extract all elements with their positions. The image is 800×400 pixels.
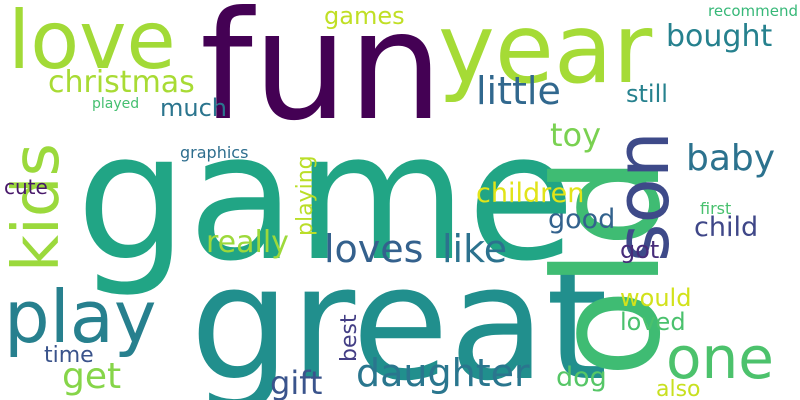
word-kids: kids [0, 143, 74, 272]
word-also: also [656, 377, 701, 400]
word-great: great [190, 232, 608, 400]
word-loves: loves [324, 227, 423, 271]
word-little: little [476, 69, 561, 113]
word-much: much [160, 94, 227, 122]
word-baby: baby [686, 138, 775, 179]
word-play: play [4, 275, 156, 359]
word-loved: loved [620, 308, 686, 336]
word-child: child [694, 212, 758, 243]
word-cute: cute [4, 175, 48, 199]
word-still: still [626, 80, 668, 108]
word-first: first [700, 199, 731, 218]
word-christmas: christmas [48, 65, 195, 100]
word-children: children [476, 178, 584, 209]
word-would: would [620, 284, 691, 312]
word-best: best [337, 314, 362, 362]
word-bought: bought [666, 19, 772, 54]
word-gift: gift [270, 364, 322, 400]
word-time: time [44, 343, 94, 368]
word-son: son [600, 131, 686, 262]
word-game: game [76, 95, 575, 300]
word-really: really [206, 225, 289, 260]
word-graphics: graphics [180, 143, 248, 162]
word-dog: dog [556, 362, 607, 393]
word-old: old [523, 155, 693, 378]
word-love: love [8, 0, 176, 87]
word-toy: toy [550, 116, 601, 154]
word-one: one [666, 324, 774, 392]
word-fun: fun [200, 0, 443, 154]
word-got: got [620, 236, 659, 264]
word-playing: playing [293, 155, 318, 236]
word-played: played [92, 96, 139, 112]
word-recommend: recommend [708, 2, 798, 20]
word-games: games [324, 2, 405, 30]
word-daughter: daughter [356, 351, 530, 395]
word-get: get [62, 356, 121, 397]
word-like: like [442, 227, 507, 271]
word-year: year [438, 0, 653, 105]
word-good: good [548, 204, 615, 235]
